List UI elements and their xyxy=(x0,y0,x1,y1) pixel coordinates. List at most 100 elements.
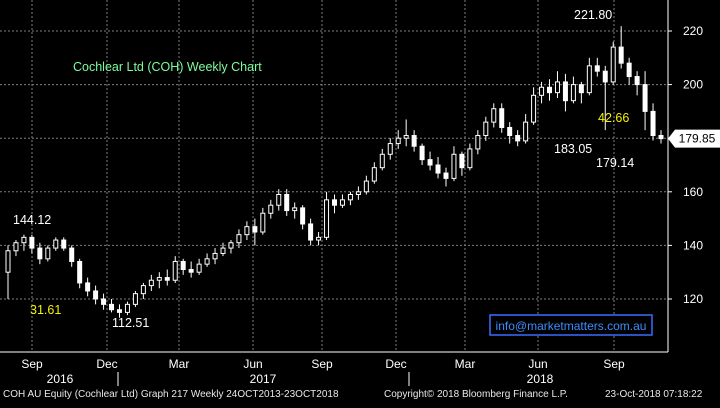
candle-body xyxy=(395,137,401,145)
candle-body xyxy=(21,236,27,244)
candle xyxy=(45,245,51,262)
candle xyxy=(101,293,107,310)
candle xyxy=(148,274,154,291)
candle xyxy=(260,207,266,235)
candle xyxy=(483,116,489,141)
contact-box[interactable]: info@marketmatters.com.au xyxy=(489,314,653,336)
candle-body xyxy=(252,226,258,233)
candle-body xyxy=(483,121,489,137)
x-tick-label-month: Jun xyxy=(243,357,262,371)
candle xyxy=(324,191,330,241)
candle xyxy=(156,272,162,289)
x-tick-label-month: Jun xyxy=(528,357,547,371)
candle xyxy=(236,229,242,249)
candle-body xyxy=(578,84,584,94)
candle xyxy=(308,218,314,246)
candle xyxy=(109,299,115,313)
candle xyxy=(339,194,345,208)
candle xyxy=(172,256,178,283)
candle xyxy=(220,242,226,257)
candle xyxy=(292,202,298,219)
candle xyxy=(316,232,322,246)
candle xyxy=(204,253,210,267)
candle-body xyxy=(53,239,59,249)
candle xyxy=(29,234,35,254)
price-annotation: 144.12 xyxy=(13,213,51,227)
x-tick-label-month: Mar xyxy=(169,357,190,371)
candle xyxy=(499,103,505,133)
candle xyxy=(618,26,624,69)
candle-body xyxy=(244,226,250,236)
x-tick-label-month: Dec xyxy=(96,357,117,371)
candle-body xyxy=(634,76,640,86)
candle xyxy=(13,240,19,257)
candle-body xyxy=(37,247,43,260)
candle-body xyxy=(594,65,600,72)
candle xyxy=(164,269,170,286)
candle-body xyxy=(467,148,473,169)
candle-body xyxy=(284,193,290,212)
candle-body xyxy=(507,126,513,137)
candle-body xyxy=(109,303,115,311)
candle-body xyxy=(332,199,337,206)
candle-body xyxy=(371,167,377,182)
price-annotation: 112.51 xyxy=(112,316,149,330)
contact-email[interactable]: info@marketmatters.com.au xyxy=(496,319,647,333)
candle-body xyxy=(116,309,122,313)
candle-body xyxy=(324,199,330,238)
x-tick-label-month: Sep xyxy=(311,357,333,371)
candle xyxy=(475,130,481,155)
candle-body xyxy=(539,86,545,96)
candle xyxy=(252,218,258,246)
annotations: 221.80 144.12 112.51 183.05 179.14 31.61 42.66 xyxy=(13,8,634,330)
x-tick-label-year: 2016 xyxy=(47,372,74,386)
candle-body xyxy=(132,293,138,305)
candle-body xyxy=(196,263,202,273)
x-tick-label-month: Sep xyxy=(21,357,43,371)
candle xyxy=(5,245,11,299)
candle-body xyxy=(124,303,130,313)
y-tick-label: 140 xyxy=(683,238,703,252)
candle-body xyxy=(475,135,481,150)
candle-body xyxy=(339,199,345,206)
candle-body xyxy=(586,65,592,94)
candle xyxy=(562,73,568,112)
candle xyxy=(578,81,584,104)
candle xyxy=(212,248,218,265)
chart-title: Cochlear Ltd (COH) Weekly Chart xyxy=(73,60,262,74)
price-annotation: 42.66 xyxy=(598,111,629,125)
candle xyxy=(228,240,234,254)
candle-body xyxy=(156,277,162,281)
candle-body xyxy=(45,247,51,260)
candle xyxy=(85,277,91,297)
candle xyxy=(531,87,537,125)
candle xyxy=(37,242,43,265)
candle xyxy=(268,199,274,219)
candle xyxy=(132,290,138,308)
candle xyxy=(586,57,592,96)
candle-body xyxy=(316,236,322,241)
candle xyxy=(610,41,616,85)
last-price-label: 179.85 xyxy=(679,132,716,146)
candle-body xyxy=(626,62,632,78)
candle xyxy=(276,189,282,211)
x-tick-label-month: Sep xyxy=(603,357,625,371)
candle-body xyxy=(523,121,529,142)
candle xyxy=(650,103,656,141)
candle-body xyxy=(140,285,146,295)
candle xyxy=(355,186,361,200)
candle xyxy=(602,65,608,131)
candle xyxy=(347,191,353,206)
candle xyxy=(443,167,449,187)
contact-box-border xyxy=(489,314,653,336)
candle-body xyxy=(93,290,99,300)
footer-timestamp: 23-Oct-2018 07:18:22 xyxy=(605,389,703,400)
candle xyxy=(419,143,425,165)
x-tick-label-month: Dec xyxy=(385,357,406,371)
candle xyxy=(363,175,369,195)
candle-body xyxy=(554,81,560,94)
candle-body xyxy=(403,135,409,139)
candle xyxy=(634,71,640,96)
candle-body xyxy=(499,108,505,128)
